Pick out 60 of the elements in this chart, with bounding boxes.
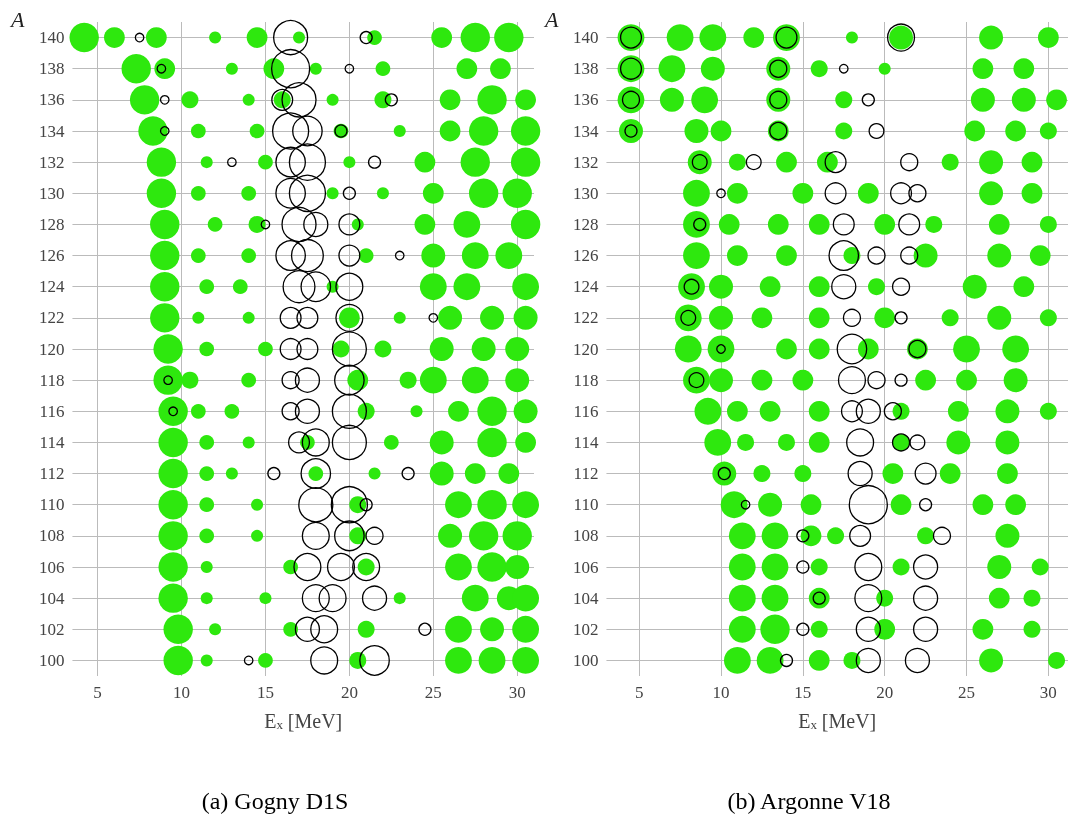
y-tick-label: 100 xyxy=(38,650,65,670)
y-tick-label: 102 xyxy=(572,619,599,639)
y-tick-label: 136 xyxy=(38,90,65,110)
x-tick-label: 20 xyxy=(876,683,894,702)
x-tick-label: 25 xyxy=(958,683,976,702)
y-tick-label: 132 xyxy=(38,152,65,172)
y-tick-label: 104 xyxy=(572,588,599,608)
y-tick-label: 118 xyxy=(573,370,599,390)
y-tick-label: 106 xyxy=(38,557,65,577)
y-tick-label: 138 xyxy=(572,59,599,79)
x-tick-label: 5 xyxy=(93,683,102,702)
y-tick-label: 118 xyxy=(39,370,65,390)
y-tick-label: 102 xyxy=(38,619,65,639)
y-tick-label: 138 xyxy=(38,59,65,79)
y-tick-label: 140 xyxy=(572,28,599,48)
y-tick-label: 130 xyxy=(572,183,599,203)
y-tick-label: 140 xyxy=(38,28,65,48)
x-tick-label: 30 xyxy=(508,683,526,702)
y-tick-label: 116 xyxy=(39,401,65,421)
x-tick-label: 20 xyxy=(340,683,358,702)
y-tick-label: 122 xyxy=(572,308,599,328)
x-tick-label: 10 xyxy=(712,683,730,702)
x-axis-title: Ex [MeV] xyxy=(264,709,343,732)
y-tick-label: 112 xyxy=(573,464,599,484)
y-axis-title: A xyxy=(8,6,25,32)
y-tick-label: 106 xyxy=(572,557,599,577)
x-axis-title: Ex [MeV] xyxy=(798,709,877,732)
y-tick-label: 114 xyxy=(39,432,65,452)
x-tick-label: 25 xyxy=(424,683,442,702)
y-tick-label: 110 xyxy=(39,495,65,515)
y-tick-label: 110 xyxy=(573,495,599,515)
y-tick-label: 134 xyxy=(38,121,65,141)
y-tick-label: 128 xyxy=(572,214,599,234)
y-tick-label: 126 xyxy=(572,246,599,266)
y-tick-label: 114 xyxy=(573,432,599,452)
y-tick-label: 130 xyxy=(38,183,65,203)
y-tick-label: 116 xyxy=(573,401,599,421)
x-tick-label: 30 xyxy=(1039,683,1057,702)
y-tick-label: 112 xyxy=(39,464,65,484)
y-tick-label: 120 xyxy=(38,339,65,359)
x-tick-label: 15 xyxy=(794,683,812,702)
y-tick-label: 120 xyxy=(572,339,599,359)
y-tick-label: 134 xyxy=(572,121,599,141)
y-tick-label: 104 xyxy=(38,588,65,608)
y-tick-label: 124 xyxy=(572,277,599,297)
y-tick-label: 124 xyxy=(38,277,65,297)
y-tick-label: 132 xyxy=(572,152,599,172)
y-axis-title: A xyxy=(542,6,559,32)
y-tick-label: 128 xyxy=(38,214,65,234)
y-tick-label: 126 xyxy=(38,246,65,266)
x-tick-label: 10 xyxy=(173,683,191,702)
y-tick-label: 122 xyxy=(38,308,65,328)
y-tick-label: 108 xyxy=(38,526,65,546)
y-tick-label: 100 xyxy=(572,650,599,670)
text: (a) Gogny D1S xyxy=(201,788,349,814)
y-tick-label: 136 xyxy=(572,90,599,110)
y-tick-label: 108 xyxy=(572,526,599,546)
x-tick-label: 5 xyxy=(634,683,644,702)
text: (b) Argonne V18 xyxy=(727,788,891,814)
x-tick-label: 15 xyxy=(256,683,274,702)
